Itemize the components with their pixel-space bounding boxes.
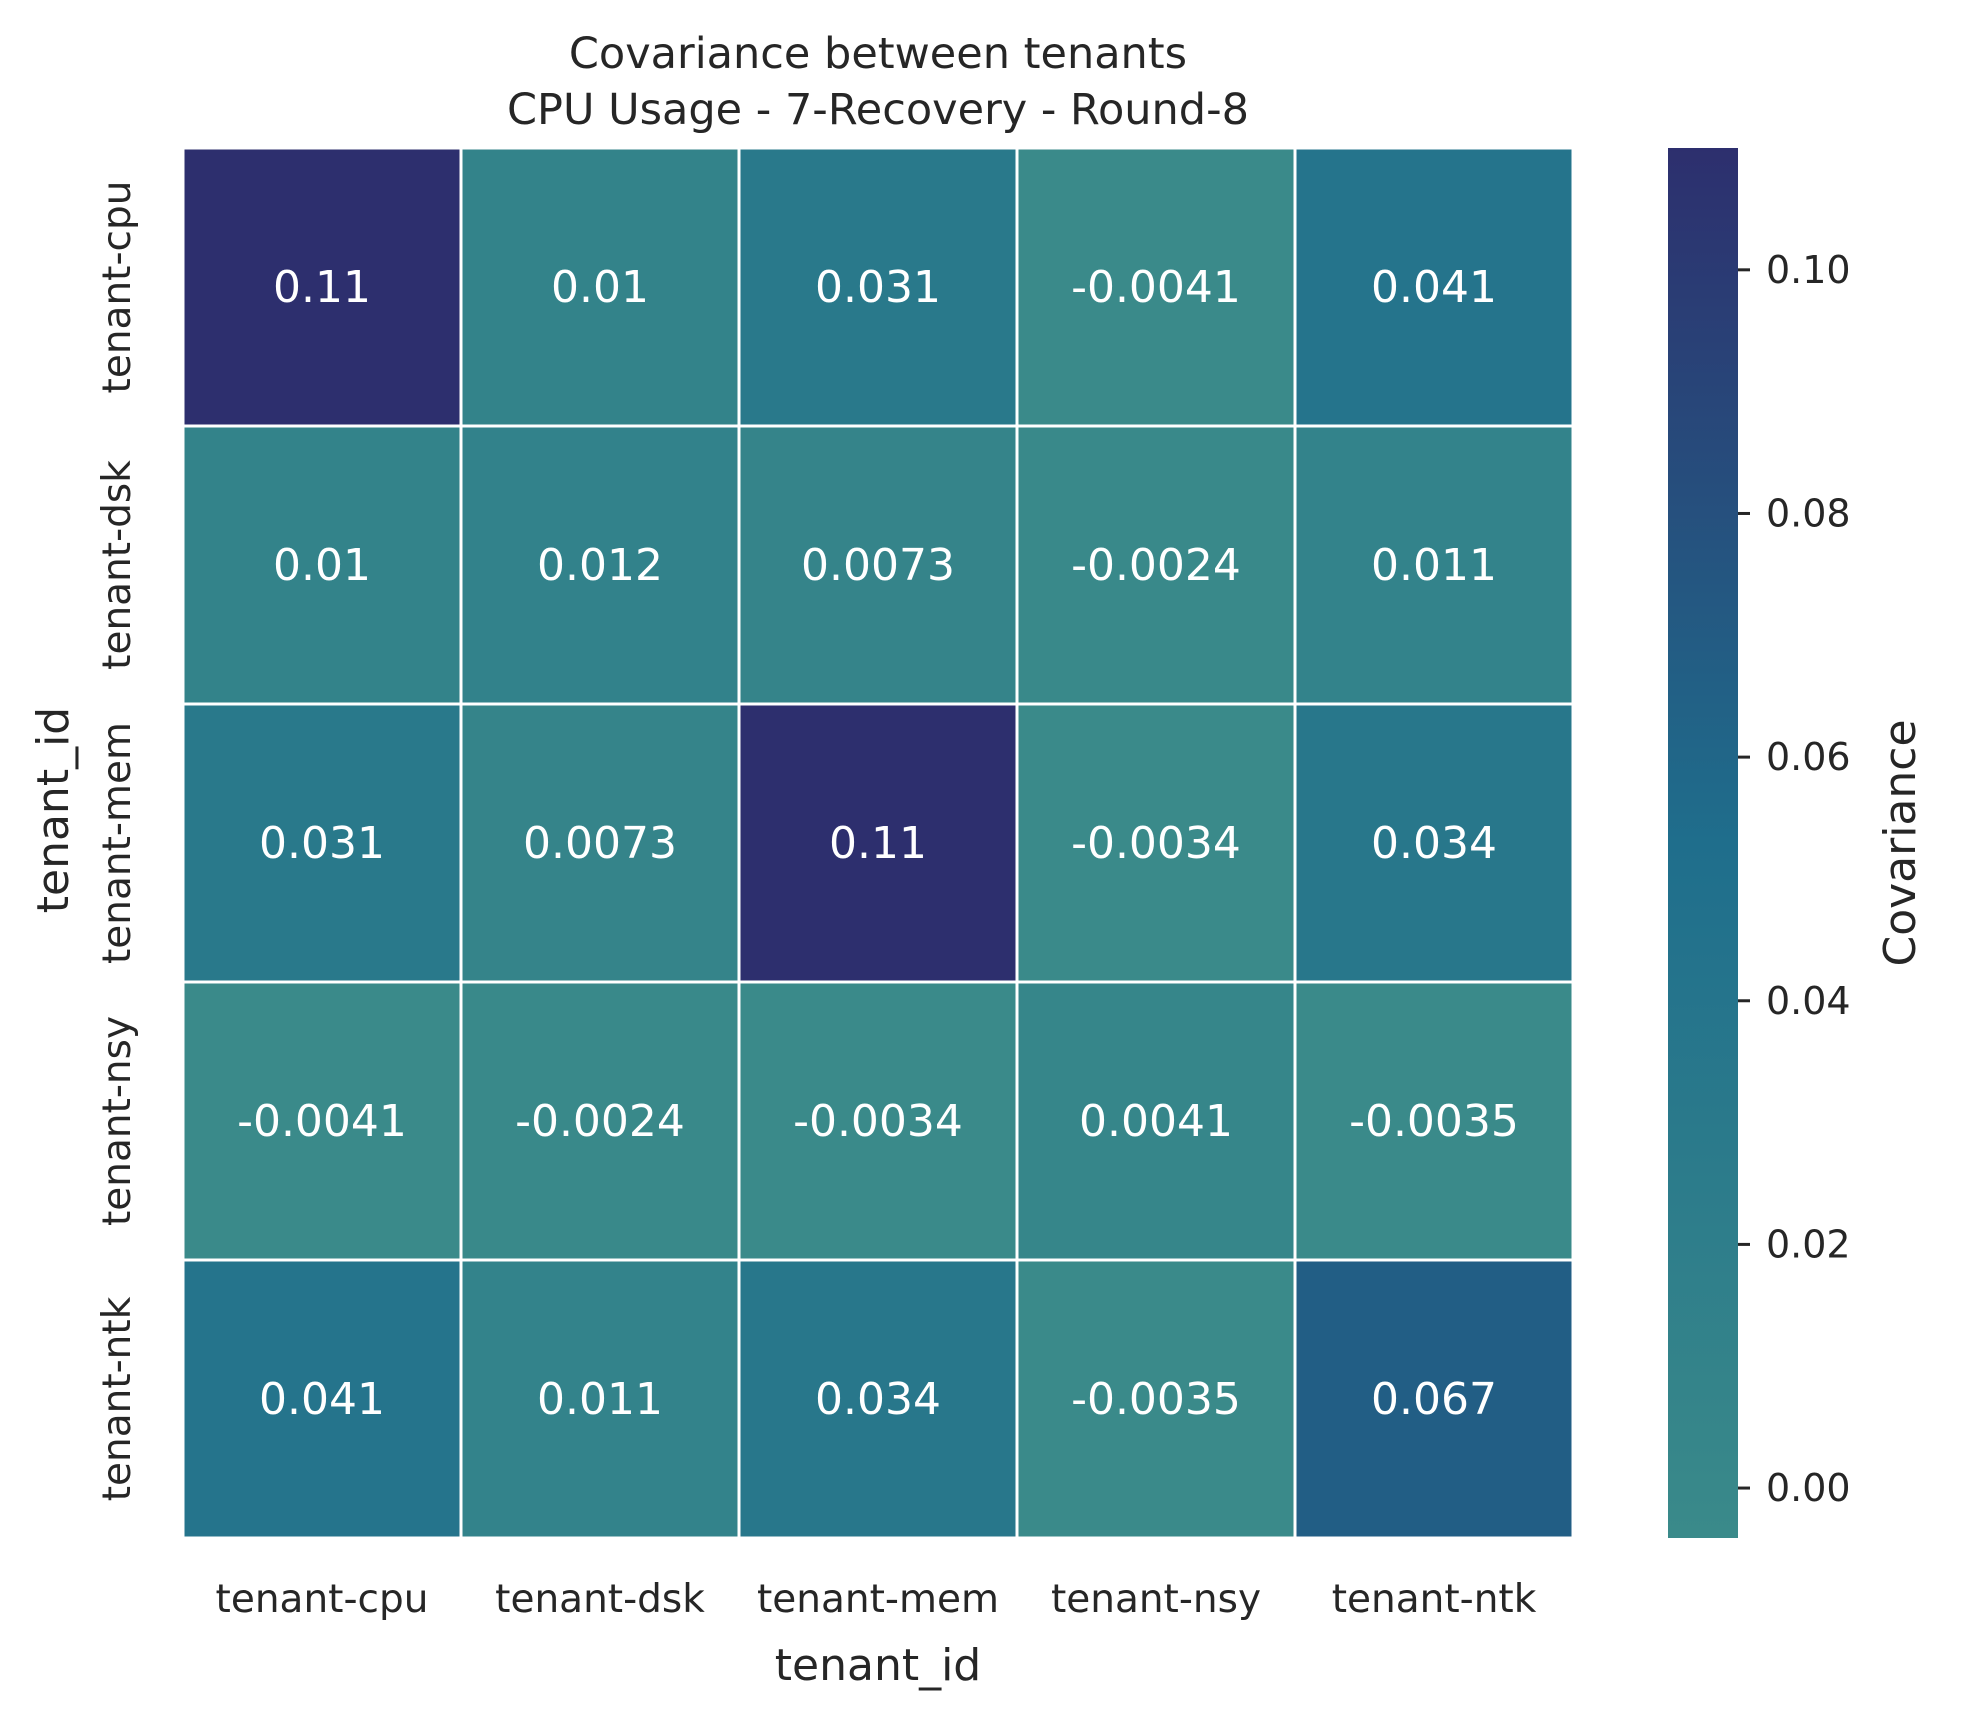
heatmap-cell (737, 424, 1019, 706)
colorbar-label: Covariance (1875, 719, 1926, 966)
cell-value-label: -0.0034 (793, 1096, 963, 1147)
x-tick-label: tenant-dsk (495, 1577, 705, 1622)
heatmap-cell (181, 424, 463, 706)
cell-value-label: 0.11 (829, 818, 927, 869)
colorbar-tick-label: 0.00 (1766, 1466, 1851, 1510)
y-tick-label: tenant-nsy (95, 1016, 140, 1226)
colorbar-tick-label: 0.10 (1766, 248, 1851, 292)
cell-value-label: 0.041 (1371, 262, 1497, 313)
heatmap-cell (737, 146, 1019, 428)
x-axis-label: tenant_id (775, 1640, 981, 1691)
heatmap-cell (459, 702, 741, 984)
cell-value-label: 0.031 (259, 818, 385, 869)
heatmap-cell (1015, 146, 1297, 428)
y-tick-label: tenant-dsk (95, 460, 140, 670)
y-tick-label: tenant-mem (95, 722, 140, 964)
cell-value-label: 0.011 (537, 1374, 663, 1425)
colorbar-tick-label: 0.04 (1766, 979, 1851, 1023)
x-tick-label: tenant-mem (757, 1577, 999, 1622)
heatmap-cell (1015, 980, 1297, 1262)
heatmap-cells (181, 146, 1575, 1540)
cell-value-label: -0.0035 (1071, 1374, 1241, 1425)
heatmap-cell (737, 980, 1019, 1262)
cell-value-label: 0.0041 (1079, 1096, 1233, 1147)
heatmap-cell (1015, 702, 1297, 984)
heatmap-cell (459, 1258, 741, 1540)
x-tick-label: tenant-ntk (1332, 1577, 1537, 1622)
cell-value-label: 0.041 (259, 1374, 385, 1425)
heatmap-cell (181, 146, 463, 428)
cell-value-label: -0.0041 (237, 1096, 407, 1147)
cell-value-label: 0.034 (1371, 818, 1497, 869)
heatmap-cell (1293, 146, 1575, 428)
chart-subtitle: CPU Usage - 7-Recovery - Round-8 (507, 85, 1249, 135)
cell-value-label: 0.0073 (523, 818, 677, 869)
heatmap-cell (459, 146, 741, 428)
heatmap-cell (181, 980, 463, 1262)
heatmap-cell (1293, 424, 1575, 706)
cell-value-label: 0.034 (815, 1374, 941, 1425)
y-tick-label: tenant-ntk (95, 1296, 140, 1501)
colorbar (1668, 148, 1738, 1538)
cell-value-label: -0.0024 (515, 1096, 685, 1147)
heatmap-cell (459, 980, 741, 1262)
cell-value-label: -0.0035 (1349, 1096, 1519, 1147)
cell-value-label: 0.0073 (801, 540, 955, 591)
x-tick-label: tenant-cpu (216, 1577, 429, 1622)
heatmap-cell (181, 1258, 463, 1540)
y-tick-labels: tenant-cpu tenant-dsk tenant-mem tenant-nsy… (95, 181, 140, 1502)
colorbar-tick-label: 0.08 (1766, 491, 1851, 535)
chart-title: Covariance between tenants (569, 29, 1187, 79)
x-tick-label: tenant-nsy (1051, 1577, 1261, 1622)
heatmap-cell (1293, 980, 1575, 1262)
colorbar-ticks: 0.00 0.02 0.04 0.06 0.08 0.10 (1738, 248, 1851, 1510)
heatmap-cell (737, 1258, 1019, 1540)
cell-value-label: 0.11 (273, 262, 371, 313)
cell-value-label: 0.012 (537, 540, 663, 591)
y-tick-label: tenant-cpu (95, 181, 140, 394)
cell-value-label: 0.01 (551, 262, 649, 313)
x-tick-labels: tenant-cpu tenant-dsk tenant-mem tenant-nsy… (216, 1577, 1537, 1622)
heatmap-cell (1293, 1258, 1575, 1540)
cell-value-label: 0.01 (273, 540, 371, 591)
heatmap-cell-labels: 0.11 0.01 0.031 -0.0041 0.041 0.01 0.012 0.0073… (237, 262, 1519, 1425)
heatmap-cell (737, 702, 1019, 984)
colorbar-tick-label: 0.02 (1766, 1222, 1851, 1266)
cell-value-label: 0.067 (1371, 1374, 1497, 1425)
cell-value-label: 0.031 (815, 262, 941, 313)
cell-value-label: -0.0024 (1071, 540, 1241, 591)
heatmap-cell (1293, 702, 1575, 984)
cell-value-label: 0.011 (1371, 540, 1497, 591)
cell-value-label: -0.0034 (1071, 818, 1241, 869)
cell-value-label: -0.0041 (1071, 262, 1241, 313)
colorbar-tick-label: 0.06 (1766, 735, 1851, 779)
y-axis-label: tenant_id (28, 707, 79, 913)
